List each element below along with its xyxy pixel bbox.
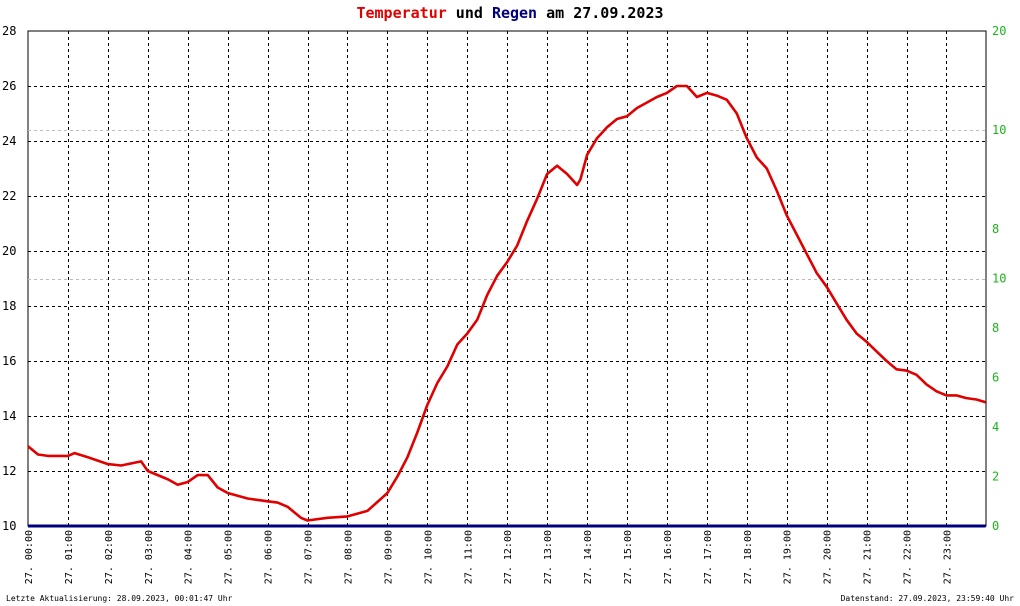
last-update-text: Letzte Aktualisierung: 28.09.2023, 00:01… <box>6 594 233 603</box>
x-tick-label: 27. 01:00 <box>64 530 75 584</box>
right-tick-label: 2 <box>992 470 999 484</box>
title-part-3: am 27.09.2023 <box>537 4 663 22</box>
x-tick-label: 27. 16:00 <box>663 530 674 584</box>
x-tick-label: 27. 03:00 <box>144 530 155 584</box>
right-tick-label: 20 <box>992 24 1006 38</box>
x-tick-label: 27. 11:00 <box>463 530 474 584</box>
x-tick-label: 27. 23:00 <box>942 530 953 584</box>
x-tick-label: 27. 12:00 <box>503 530 514 584</box>
x-tick-label: 27. 04:00 <box>184 530 195 584</box>
left-tick-label: 12 <box>2 464 16 478</box>
right-tick-label: 10 <box>992 272 1006 286</box>
x-tick-label: 27. 02:00 <box>104 530 115 584</box>
x-tick-label: 27. 18:00 <box>743 530 754 584</box>
right-tick-label: 8 <box>992 222 999 236</box>
x-tick-label: 27. 06:00 <box>264 530 275 584</box>
x-tick-label: 27. 19:00 <box>783 530 794 584</box>
left-tick-label: 16 <box>2 354 16 368</box>
left-tick-label: 10 <box>2 519 16 533</box>
series-lines <box>27 84 987 528</box>
title-part-0: Temperatur <box>356 4 446 22</box>
right-tick-label: 4 <box>992 420 999 434</box>
x-tick-label: 27. 17:00 <box>703 530 714 584</box>
x-tick-label: 27. 14:00 <box>583 530 594 584</box>
right-tick-label: 6 <box>992 371 999 385</box>
x-axis-ticks: 27. 00:00 27. 01:00 27. 02:00 27. 03:00 27. … <box>24 530 953 584</box>
right-tick-label: 8 <box>992 321 999 335</box>
x-tick-label: 27. 22:00 <box>903 530 914 584</box>
chart-title: Temperatur und Regen am 27.09.2023 <box>356 4 663 22</box>
x-tick-label: 27. 15:00 <box>623 530 634 584</box>
left-tick-label: 14 <box>2 409 16 423</box>
x-tick-label: 27. 13:00 <box>543 530 554 584</box>
left-tick-label: 24 <box>2 134 16 148</box>
x-tick-label: 27. 07:00 <box>304 530 315 584</box>
x-tick-label: 27. 20:00 <box>823 530 834 584</box>
title-part-1: und <box>447 4 492 22</box>
right-y-axis-ticks: 0 2 4 6 8 10 8 10 20 <box>992 24 1006 533</box>
x-tick-label: 27. 21:00 <box>863 530 874 584</box>
data-status-text: Datenstand: 27.09.2023, 23:59:40 Uhr <box>841 594 1015 603</box>
left-tick-label: 26 <box>2 79 16 93</box>
left-y-axis-ticks: 10 12 14 16 18 20 22 24 26 28 <box>2 24 16 533</box>
x-tick-label: 27. 09:00 <box>383 530 394 584</box>
x-tick-label: 27. 00:00 <box>24 530 35 584</box>
x-tick-label: 27. 05:00 <box>224 530 235 584</box>
right-tick-label: 10 <box>992 123 1006 137</box>
gridlines <box>28 31 986 526</box>
left-tick-label: 28 <box>2 24 16 38</box>
x-tick-label: 27. 08:00 <box>343 530 354 584</box>
left-tick-label: 18 <box>2 299 16 313</box>
left-tick-label: 22 <box>2 189 16 203</box>
title-part-2: Regen <box>492 4 537 22</box>
temperature-line <box>27 84 987 522</box>
x-tick-label: 27. 10:00 <box>423 530 434 584</box>
left-tick-label: 20 <box>2 244 16 258</box>
right-tick-label: 0 <box>992 519 999 533</box>
